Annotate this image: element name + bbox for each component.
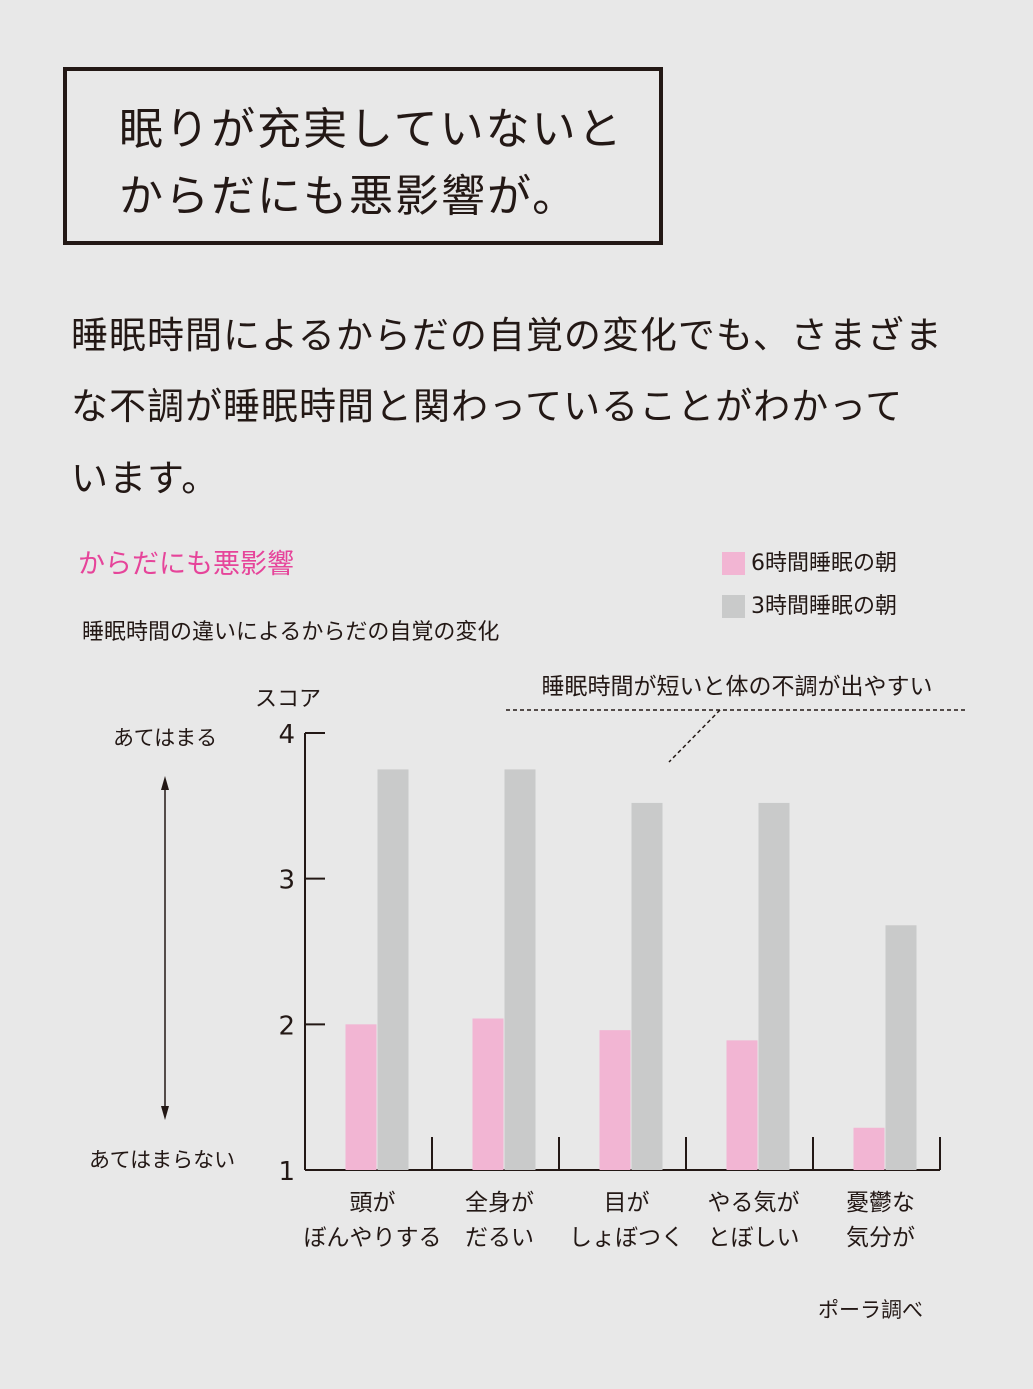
annotation-leader (668, 709, 721, 763)
chart-annotation: 睡眠時間が短いと体の不調が出やすい (506, 674, 965, 763)
legend-swatch-6h (722, 552, 745, 575)
category-label: ぼんやりする (304, 1225, 442, 1251)
category-label: 気分が (846, 1225, 915, 1251)
legend-label-6h: 6時間睡眠の朝 (751, 550, 897, 576)
category-label: 全身が (465, 1190, 534, 1216)
chart-bars (345, 769, 917, 1170)
body-line-3: います。 (71, 457, 220, 500)
bar-6h (345, 1024, 377, 1170)
category-label: しょぼつく (569, 1225, 684, 1251)
category-label: 目が (604, 1190, 650, 1216)
arrow-up-icon (161, 776, 169, 790)
chart-title: 睡眠時間の違いによるからだの自覚の変化 (82, 620, 500, 645)
category-label: とぼしい (708, 1225, 800, 1251)
chart-heading: からだにも悪影響 (78, 549, 294, 580)
y-tick-label: 2 (278, 1011, 295, 1041)
category-label: やる気が (708, 1190, 800, 1216)
y-tick-label: 1 (278, 1157, 295, 1187)
y-tick-label: 3 (278, 866, 295, 896)
y-tick-label: 4 (278, 720, 295, 750)
y-axis-label: スコア (255, 687, 321, 712)
legend-swatch-3h (722, 595, 745, 618)
category-label: だるい (465, 1225, 534, 1251)
headline-line-2: からだにも悪影響が。 (119, 171, 579, 222)
bar-6h (853, 1127, 885, 1170)
bar-3h (885, 925, 917, 1170)
body-line-2: な不調が睡眠時間と関わっていることがわかって (71, 385, 904, 428)
bar-3h (504, 769, 536, 1170)
source-note: ポーラ調べ (818, 1298, 923, 1322)
legend-label-3h: 3時間睡眠の朝 (751, 593, 897, 619)
bar-6h (726, 1040, 758, 1170)
body-line-1: 睡眠時間によるからだの自覚の変化でも、さまざま (71, 314, 943, 357)
headline-line-1: 眠りが充実していないと (119, 104, 624, 155)
side-label-top: あてはまる (113, 726, 218, 750)
arrow-down-icon (161, 1106, 169, 1120)
annotation-text: 睡眠時間が短いと体の不調が出やすい (542, 674, 933, 700)
legend-item-6h: 6時間睡眠の朝 (722, 552, 897, 575)
category-label: 憂鬱な (846, 1190, 915, 1216)
bar-3h (377, 769, 409, 1170)
chart-axes (161, 732, 941, 1171)
bar-3h (758, 802, 790, 1170)
legend-item-3h: 3時間睡眠の朝 (722, 595, 897, 618)
bar-6h (472, 1018, 504, 1170)
bar-3h (631, 802, 663, 1170)
side-label-bottom: あてはまらない (89, 1148, 236, 1172)
bar-6h (599, 1030, 631, 1170)
headline-box: 眠りが充実していないと からだにも悪影響が。 (63, 67, 663, 245)
category-label: 頭が (350, 1190, 396, 1216)
